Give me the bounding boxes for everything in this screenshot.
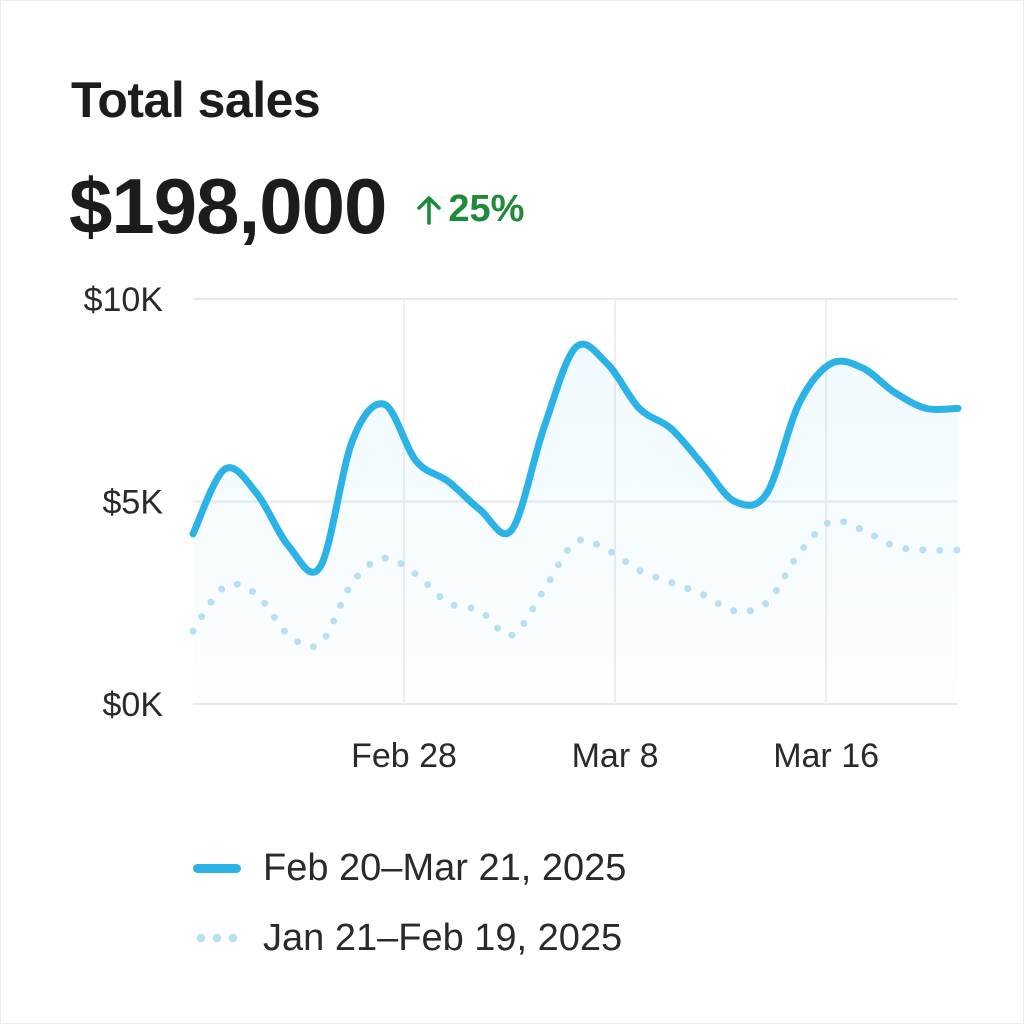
headline-row: $198,000 25% xyxy=(69,161,524,252)
x-tick-label-1: Mar 8 xyxy=(572,737,659,775)
total-amount: $198,000 xyxy=(69,162,387,250)
arrow-up-icon xyxy=(417,195,442,225)
series-area-current xyxy=(193,344,958,704)
x-tick-label-0: Feb 28 xyxy=(351,737,457,775)
y-tick-label-0: $10K xyxy=(84,281,164,319)
card-title: Total sales xyxy=(71,72,321,128)
legend-label-current: Feb 20–Mar 21, 2025 xyxy=(263,846,627,889)
legend-swatch-solid xyxy=(193,863,241,873)
y-tick-label-2: $0K xyxy=(103,686,164,724)
x-tick-label-2: Mar 16 xyxy=(773,737,879,775)
series-line-previous xyxy=(189,517,962,651)
legend-item-previous: Jan 21–Feb 19, 2025 xyxy=(193,903,626,973)
legend-swatch-dotted xyxy=(193,933,241,943)
delta-value: 25% xyxy=(448,188,525,230)
delta-badge: 25% xyxy=(416,188,524,231)
y-tick-label-1: $5K xyxy=(103,484,164,522)
legend: Feb 20–Mar 21, 2025 Jan 21–Feb 19, 2025 xyxy=(193,833,626,973)
legend-label-previous: Jan 21–Feb 19, 2025 xyxy=(263,916,623,959)
legend-item-current: Feb 20–Mar 21, 2025 xyxy=(193,833,626,903)
series-line-current xyxy=(189,340,962,576)
